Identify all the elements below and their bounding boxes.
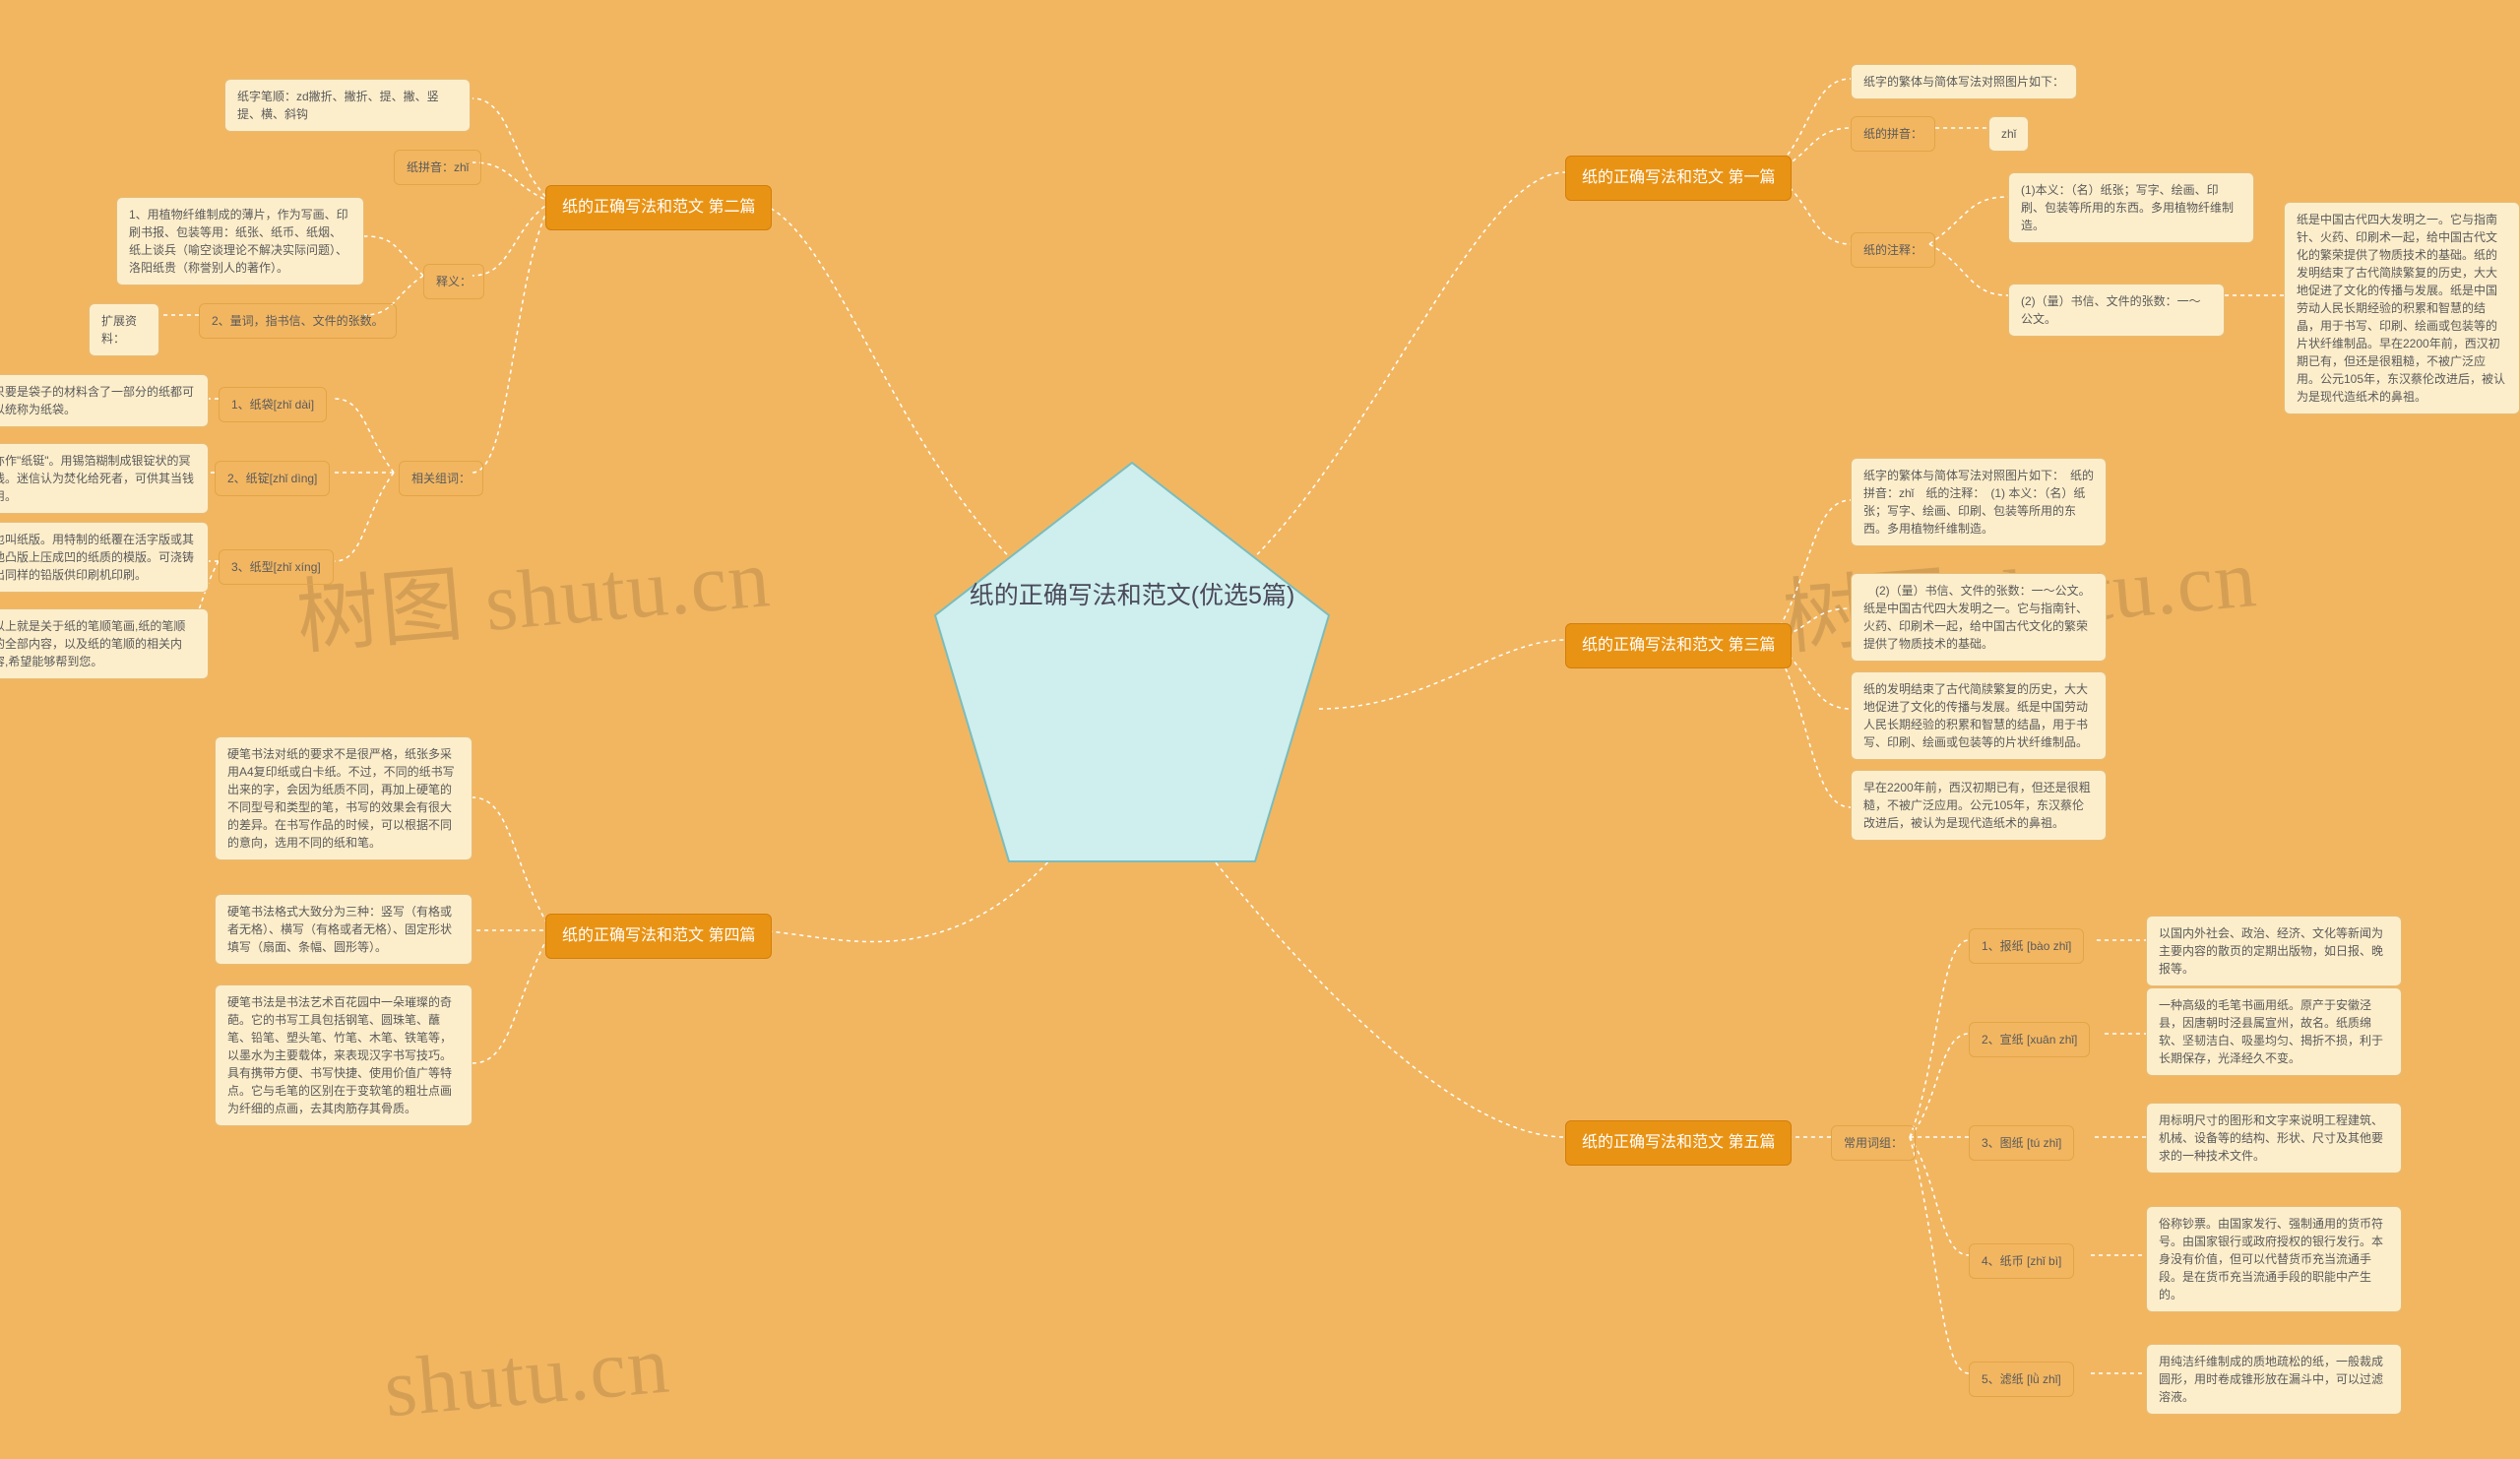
- branch-4[interactable]: 纸的正确写法和范文 第四篇: [545, 914, 772, 959]
- b2-c4-w2-t: 亦作"纸铤"。用锡箔糊制成银锭状的冥钱。迷信认为焚化给死者，可供其当钱用。: [0, 443, 209, 514]
- b2-c3-l1: 1、用植物纤维制成的薄片，作为写画、印刷书报、包装等用：纸张、纸币、纸烟、纸上谈…: [116, 197, 364, 285]
- b2-c4-w1-t: 只要是袋子的材料含了一部分的纸都可以统称为纸袋。: [0, 374, 209, 427]
- b1-c3: 纸的注释：: [1851, 232, 1935, 268]
- b5-w2-t: 一种高级的毛笔书画用纸。原产于安徽泾县，因唐朝时泾县属宣州，故名。纸质绵软、坚韧…: [2146, 987, 2402, 1076]
- b1-c3-l2-ext: 纸是中国古代四大发明之一。它与指南针、火药、印刷术一起，给中国古代文化的繁荣提供…: [2284, 202, 2520, 414]
- b3-c4: 早在2200年前，西汉初期已有，但还是很粗糙，不被广泛应用。公元105年，东汉蔡…: [1851, 770, 2107, 841]
- mindmap-stage: 树图 shutu.cn 树图 shutu.cn shutu.cn: [0, 0, 2520, 1459]
- b2-c1: 纸字笔顺：zd撇折、撇折、提、撇、竖提、横、斜钩: [224, 79, 471, 132]
- b5-w5-t: 用纯洁纤维制成的质地疏松的纸，一般裁成圆形，用时卷成锥形放在漏斗中，可以过滤溶液…: [2146, 1344, 2402, 1415]
- watermark-1: 树图 shutu.cn: [291, 511, 775, 671]
- b2-c3: 释义：: [423, 264, 484, 299]
- b1-c2: 纸的拼音：: [1851, 116, 1935, 152]
- b5-w3-t: 用标明尺寸的图形和文字来说明工程建筑、机械、设备等的结构、形状、尺寸及其他要求的…: [2146, 1103, 2402, 1174]
- b2-c2: 纸拼音：zhǐ: [394, 150, 481, 185]
- b2-c4-w1: 1、纸袋[zhǐ dài]: [219, 387, 327, 422]
- b3-c1: 纸字的繁体与简体写法对照图片如下： 纸的拼音：zhǐ 纸的注释： (1) 本义：…: [1851, 458, 2107, 546]
- branch-5[interactable]: 纸的正确写法和范文 第五篇: [1565, 1120, 1792, 1166]
- branch-3[interactable]: 纸的正确写法和范文 第三篇: [1565, 623, 1792, 668]
- center-title: 纸的正确写法和范文(优选5篇): [955, 576, 1309, 615]
- branch-2[interactable]: 纸的正确写法和范文 第二篇: [545, 185, 772, 230]
- b5-c1: 常用词组：: [1831, 1125, 1916, 1161]
- b3-c2: (2)（量）书信、文件的张数：一～公文。 纸是中国古代四大发明之一。它与指南针、…: [1851, 573, 2107, 662]
- b2-c4-w3-t: 也叫纸版。用特制的纸覆在活字版或其他凸版上压成凹的纸质的模版。可浇铸出同样的铅版…: [0, 522, 209, 593]
- b2-c4-w2: 2、纸锭[zhǐ dìng]: [215, 461, 330, 496]
- b2-c3-l2: 2、量词，指书信、文件的张数。: [199, 303, 397, 339]
- b5-w3: 3、图纸 [tú zhǐ]: [1969, 1125, 2074, 1161]
- b3-c3: 纸的发明结束了古代简牍繁复的历史，大大地促进了文化的传播与发展。纸是中国劳动人民…: [1851, 671, 2107, 760]
- b2-c4-w3-ext: 以上就是关于纸的笔顺笔画,纸的笔顺的全部内容，以及纸的笔顺的相关内容,希望能够帮…: [0, 608, 209, 679]
- b5-w1-t: 以国内外社会、政治、经济、文化等新闻为主要内容的散页的定期出版物，如日报、晚报等…: [2146, 916, 2402, 986]
- b4-c1: 硬笔书法对纸的要求不是很严格，纸张多采用A4复印纸或白卡纸。不过，不同的纸书写出…: [215, 736, 472, 860]
- b1-c2-leaf: zhǐ: [1988, 116, 2029, 152]
- b2-c4-w3: 3、纸型[zhǐ xíng]: [219, 549, 334, 585]
- branch-1[interactable]: 纸的正确写法和范文 第一篇: [1565, 156, 1792, 201]
- b5-w1: 1、报纸 [bào zhǐ]: [1969, 928, 2084, 964]
- b1-c3-l2: (2)（量）书信、文件的张数：一～公文。: [2008, 284, 2225, 337]
- watermark-3: shutu.cn: [380, 1317, 673, 1437]
- center-shape: [915, 448, 1349, 881]
- b5-w4-t: 俗称钞票。由国家发行、强制通用的货币符号。由国家银行或政府授权的银行发行。本身没…: [2146, 1206, 2402, 1312]
- b5-w4: 4、纸币 [zhǐ bì]: [1969, 1243, 2074, 1279]
- b4-c2: 硬笔书法格式大致分为三种：竖写（有格或者无格）、横写（有格或者无格）、固定形状填…: [215, 894, 472, 965]
- b5-w5: 5、滤纸 [lǜ zhǐ]: [1969, 1362, 2074, 1397]
- b4-c3: 硬笔书法是书法艺术百花园中一朵璀璨的奇葩。它的书写工具包括钢笔、圆珠笔、蘸笔、铅…: [215, 984, 472, 1126]
- b2-c3-l2-pre: 扩展资料：: [89, 303, 159, 356]
- b1-c1: 纸字的繁体与简体写法对照图片如下：: [1851, 64, 2077, 99]
- b2-c4: 相关组词：: [399, 461, 483, 496]
- b5-w2: 2、宣纸 [xuān zhǐ]: [1969, 1022, 2090, 1057]
- b1-c3-l1: (1)本义：（名）纸张；写字、绘画、印刷、包装等所用的东西。多用植物纤维制造。: [2008, 172, 2254, 243]
